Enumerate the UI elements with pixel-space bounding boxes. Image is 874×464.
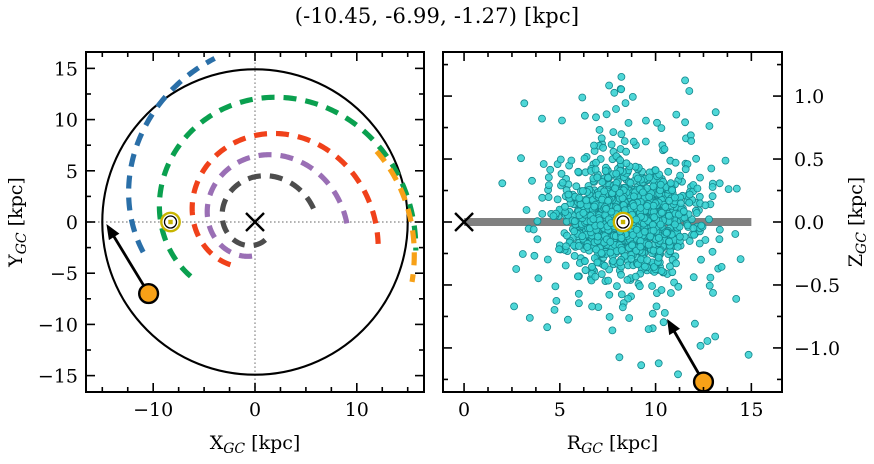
ytick-label: 0 [66,212,78,234]
right-plot-area [454,73,753,392]
spiral-arm-5 [219,173,320,249]
ytick-label: 0.5 [794,149,824,171]
galactic-center-cross [454,212,474,232]
sun-symbol [612,211,634,233]
left-panel-svg: −10 0 10 −15 −10 −5 0 5 10 15 XGC [kpc] YGC [kpc] [5,51,425,457]
sun-symbol [160,211,181,233]
ytick-label: −0.5 [794,275,840,297]
ytick-label: 5 [66,161,78,183]
disk-outline-circle [101,68,409,376]
left-panel-xy: −10 0 10 −15 −10 −5 0 5 10 15 XGC [kpc] YGC [kpc] [5,51,425,457]
right-axes-frame: 0 5 10 15 −1.0 −0.5 0.0 0.5 1.0 RGC [kpc] ZGC [kpc… [442,51,870,457]
object-marker [138,282,160,305]
x-axis-label: XGC [kpc] [210,432,301,457]
y-axis-label: YGC [kpc] [5,177,30,268]
ytick-label: 15 [54,58,78,80]
xtick-label: −10 [133,399,173,421]
galactic-center-cross [245,212,265,232]
spiral-arm-1 [156,94,419,279]
xtick-label: 15 [739,399,763,421]
x-axis-label: RGC [kpc] [567,432,658,457]
ytick-label: −5 [50,263,78,285]
motion-arrow [667,319,705,383]
spiral-arm-0 [126,56,216,254]
y-axis-label: ZGC [kpc] [845,177,870,267]
left-axes-frame: −10 0 10 −15 −10 −5 0 5 10 15 XGC [kpc] YGC [kpc] [5,51,425,457]
xtick-label: 0 [458,399,470,421]
ytick-label: −1.0 [794,338,840,360]
xtick-label: 5 [554,399,566,421]
left-plot-area [86,52,424,392]
right-panel-svg: 0 5 10 15 −1.0 −0.5 0.0 0.5 1.0 RGC [kpc] ZGC [kpc… [442,51,870,457]
ytick-label: −15 [38,366,78,388]
motion-arrow [106,224,150,295]
ytick-label: −10 [38,314,78,336]
spiral-arm-3 [189,130,381,268]
figure-title: (-10.45, -6.99, -1.27) [kpc] [294,4,580,28]
right-panel-rz: 0 5 10 15 −1.0 −0.5 0.0 0.5 1.0 RGC [kpc] ZGC [kpc… [434,0,874,464]
spiral-arm-2 [374,149,417,283]
xtick-label: 10 [643,399,667,421]
ytick-label: 1.0 [794,86,824,108]
ytick-label: 10 [54,110,78,132]
xtick-label: 10 [345,399,369,421]
scatter-points [498,73,753,379]
xtick-label: 0 [249,399,261,421]
spiral-arm-4 [204,152,351,259]
ytick-label: 0.0 [794,212,824,234]
